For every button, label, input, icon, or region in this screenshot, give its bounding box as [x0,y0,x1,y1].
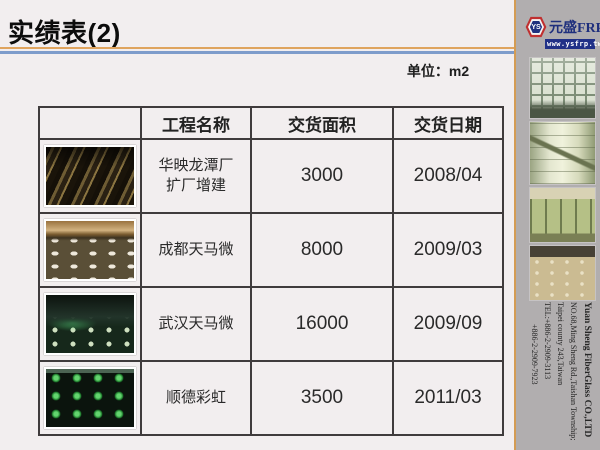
company-contact-block: Yuan Sheng FiberGlass CO.,LTD NO.68,Ming… [524,302,594,450]
project-name: 武汉天马微 [140,288,250,360]
wuhan-tianma-project-photo [44,293,136,355]
header-delivery-area: 交货面积 [250,108,392,138]
table-row: 顺德彩虹 3500 2011/03 [40,360,502,434]
logo-row: YS 元盛FRP [525,16,600,38]
company-phone-line1: TEL:+886-2-2909-3113 [543,302,552,380]
unit-label: 单位：m2 [406,63,470,79]
project-name: 华映龙潭厂 扩厂增建 [140,140,250,212]
delivery-area-value: 8000 [250,214,392,286]
project-photo-cell [40,140,140,212]
delivery-date-value: 2009/03 [392,214,502,286]
project-photo-cell [40,362,140,434]
sidebar-photo-frp-storage-tanks-row [529,187,596,243]
ys-badge-text: YS [529,21,543,33]
slide-main-area: 实绩表(2) 单位：m2 工程名称 交货面积 交货日期 华映龙潭厂 扩厂增建 3… [0,18,514,436]
project-photo-cell [40,288,140,360]
company-address-line1: NO.68,Ming Sheng Rd.,Taishan Township; [569,302,578,441]
company-phone-line2: +886-2-2909-7923 [530,324,539,385]
website-url: www.ysfrp.tw [545,39,600,49]
table-header-row: 工程名称 交货面积 交货日期 [40,108,502,138]
delivery-date-value: 2008/04 [392,140,502,212]
company-sidebar: YS 元盛FRP www.ysfrp.tw Yuan Sheng FiberGl… [514,0,600,450]
table-row: 成都天马微 8000 2009/03 [40,212,502,286]
huaying-longtan-project-photo [44,145,136,207]
brand-name: 元盛FRP [549,21,600,36]
page-title: 实绩表(2) [8,18,121,48]
delivery-date-value: 2011/03 [392,362,502,434]
title-divider-orange [0,47,514,49]
ys-hexagon-icon: YS [525,16,547,38]
chengdu-tianma-project-photo [44,219,136,281]
delivery-area-value: 3000 [250,140,392,212]
table-row: 武汉天马微 16000 2009/09 [40,286,502,360]
header-delivery-date: 交货日期 [392,108,502,138]
company-name: Yuan Sheng FiberGlass CO.,LTD [582,302,592,438]
table-row: 华映龙潭厂 扩厂增建 3000 2008/04 [40,138,502,212]
delivery-area-value: 16000 [250,288,392,360]
company-address-line2: Taipei county 243,Taiwan [556,302,565,386]
shunde-rainbow-project-photo [44,367,136,429]
header-project-name: 工程名称 [140,108,250,138]
project-name: 成都天马微 [140,214,250,286]
sidebar-photo-frp-floor-round-covers [529,245,596,301]
sidebar-photo-frp-coffered-ceiling [529,57,596,119]
sidebar-photo-frp-tank-with-pipes [529,121,596,185]
company-logo: YS 元盛FRP www.ysfrp.tw [525,16,600,49]
title-divider-blue [0,51,514,54]
project-name: 顺德彩虹 [140,362,250,434]
projects-table: 工程名称 交货面积 交货日期 华映龙潭厂 扩厂增建 3000 2008/04 成… [38,106,504,436]
header-photo [40,108,140,138]
delivery-area-value: 3500 [250,362,392,434]
delivery-date-value: 2009/09 [392,288,502,360]
project-photo-cell [40,214,140,286]
